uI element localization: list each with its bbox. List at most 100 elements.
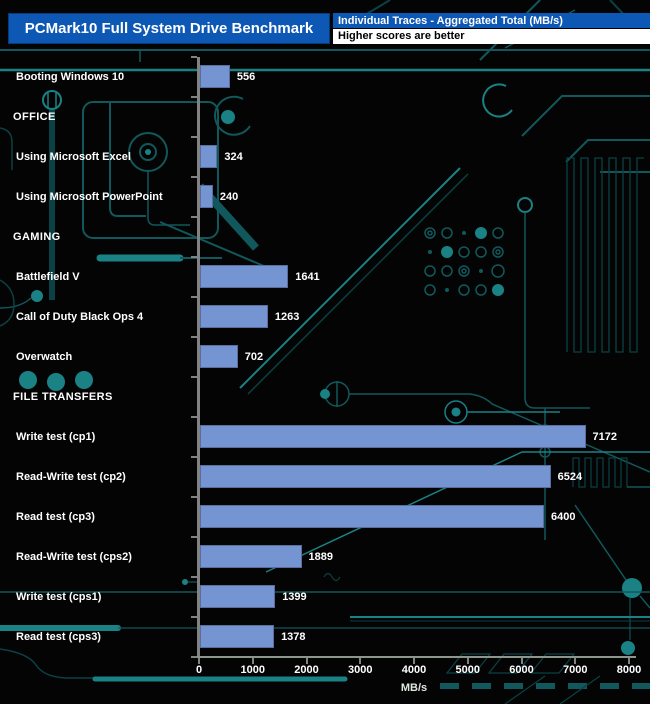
category-label: Using Microsoft Excel <box>16 151 131 163</box>
category-label: Read test (cps3) <box>16 631 101 643</box>
value-label: 702 <box>244 351 264 363</box>
category-label: Call of Duty Black Ops 4 <box>16 311 144 323</box>
value-bar <box>200 585 276 608</box>
value-bar <box>200 145 218 168</box>
value-label: 324 <box>224 151 243 163</box>
value-bar <box>200 465 551 488</box>
bar-row: Read-Write test (cp2) 6524 <box>0 457 650 497</box>
x-axis-tick-label: 6000 <box>509 664 534 676</box>
category-label: Using Microsoft PowerPoint <box>16 191 163 203</box>
y-axis-tick <box>191 136 197 138</box>
bar-row: Write test (cp1) 7172 <box>0 417 650 457</box>
category-label: Battlefield V <box>16 271 80 283</box>
y-axis-tick <box>191 176 197 178</box>
bar-row: Call of Duty Black Ops 4 1263 <box>0 297 650 337</box>
legend-subtitle: Individual Traces - Aggregated Total (MB… <box>333 13 650 29</box>
value-bar <box>200 65 230 88</box>
value-label: 1641 <box>295 271 320 283</box>
y-axis-tick <box>191 296 197 298</box>
x-axis-tick <box>520 658 523 664</box>
x-axis-tick <box>198 658 200 664</box>
y-axis-tick <box>191 216 197 218</box>
value-bar <box>200 425 586 448</box>
value-label: 1263 <box>274 311 300 323</box>
x-axis-tick <box>574 658 577 664</box>
y-axis-tick <box>191 456 197 458</box>
y-axis-tick <box>191 376 197 378</box>
value-label: 1378 <box>281 631 306 643</box>
x-axis-tick-label: 4000 <box>401 664 427 676</box>
bar-row: Battlefield V 1641 <box>0 257 650 297</box>
y-axis-tick <box>191 656 197 658</box>
value-bar <box>200 625 275 648</box>
value-bar <box>200 185 213 208</box>
value-label: 7172 <box>592 431 617 443</box>
section-label: GAMING <box>13 231 61 243</box>
y-axis-tick <box>191 616 197 618</box>
category-label: Write test (cp1) <box>16 431 96 443</box>
value-bar <box>200 305 268 328</box>
value-label: 556 <box>236 71 256 83</box>
value-bar <box>200 505 544 528</box>
y-axis-tick <box>191 336 197 338</box>
value-bar <box>200 265 289 288</box>
bar-row: Overwatch 702 <box>0 337 650 377</box>
x-axis-title: MB/s <box>400 682 428 694</box>
x-axis-tick-label: 7000 <box>563 664 588 676</box>
category-label: Write test (cps1) <box>16 591 102 603</box>
value-label: 6400 <box>551 511 576 523</box>
y-axis-tick <box>191 416 197 418</box>
section-header-row: OFFICE <box>0 97 650 137</box>
category-label: Read-Write test (cps2) <box>16 551 132 563</box>
value-label: 240 <box>219 191 239 203</box>
value-label: 6524 <box>557 471 583 483</box>
category-label: Booting Windows 10 <box>16 71 125 83</box>
value-label: 1399 <box>282 591 307 603</box>
section-header-row: GAMING <box>0 217 650 257</box>
bar-row: Write test (cps1) 1399 <box>0 577 650 617</box>
x-axis-tick <box>359 658 362 664</box>
section-label: FILE TRANSFERS <box>13 391 113 403</box>
x-axis-tick <box>628 658 630 664</box>
x-axis-tick-label: 5000 <box>455 664 480 676</box>
section-header-row: FILE TRANSFERS <box>0 377 650 417</box>
bar-row: Booting Windows 10 556 <box>0 57 650 97</box>
y-axis-tick <box>191 96 197 98</box>
y-axis-tick <box>191 56 197 58</box>
bar-row: Read test (cp3) 6400 <box>0 497 650 537</box>
x-axis-tick-label: 1000 <box>240 664 265 676</box>
x-axis-line <box>194 656 636 658</box>
y-axis-tick <box>191 576 197 578</box>
bar-row: Using Microsoft Excel 324 <box>0 137 650 177</box>
legend-note: Higher scores are better <box>333 29 650 44</box>
x-axis-tick-label: 3000 <box>348 664 373 676</box>
x-axis-tick <box>413 658 415 664</box>
value-bar <box>200 545 302 568</box>
x-axis-tick <box>251 658 254 664</box>
x-axis-tick <box>466 658 469 664</box>
bar-row: Using Microsoft PowerPoint 240 <box>0 177 650 217</box>
x-axis-tick <box>305 658 308 664</box>
section-label: OFFICE <box>13 111 56 123</box>
chart-title: PCMark10 Full System Drive Benchmark <box>8 13 330 44</box>
x-axis-tick-label: 2000 <box>294 664 319 676</box>
category-label: Read-Write test (cp2) <box>16 471 126 483</box>
y-axis-tick <box>191 496 197 498</box>
x-axis-tick-label: 8000 <box>616 664 642 676</box>
value-label: 1889 <box>308 551 334 563</box>
y-axis-tick <box>191 536 197 538</box>
chart-title-text: PCMark10 Full System Drive Benchmark <box>24 20 314 37</box>
y-axis-tick <box>191 256 197 258</box>
bar-row: Read-Write test (cps2) 1889 <box>0 537 650 577</box>
bar-row: Read test (cps3) 1378 <box>0 617 650 657</box>
category-label: Overwatch <box>16 351 73 363</box>
x-axis-tick-label: 0 <box>195 664 203 676</box>
value-bar <box>200 345 238 368</box>
legend-box: Individual Traces - Aggregated Total (MB… <box>333 13 650 44</box>
category-label: Read test (cp3) <box>16 511 95 523</box>
y-axis-line <box>197 57 200 658</box>
